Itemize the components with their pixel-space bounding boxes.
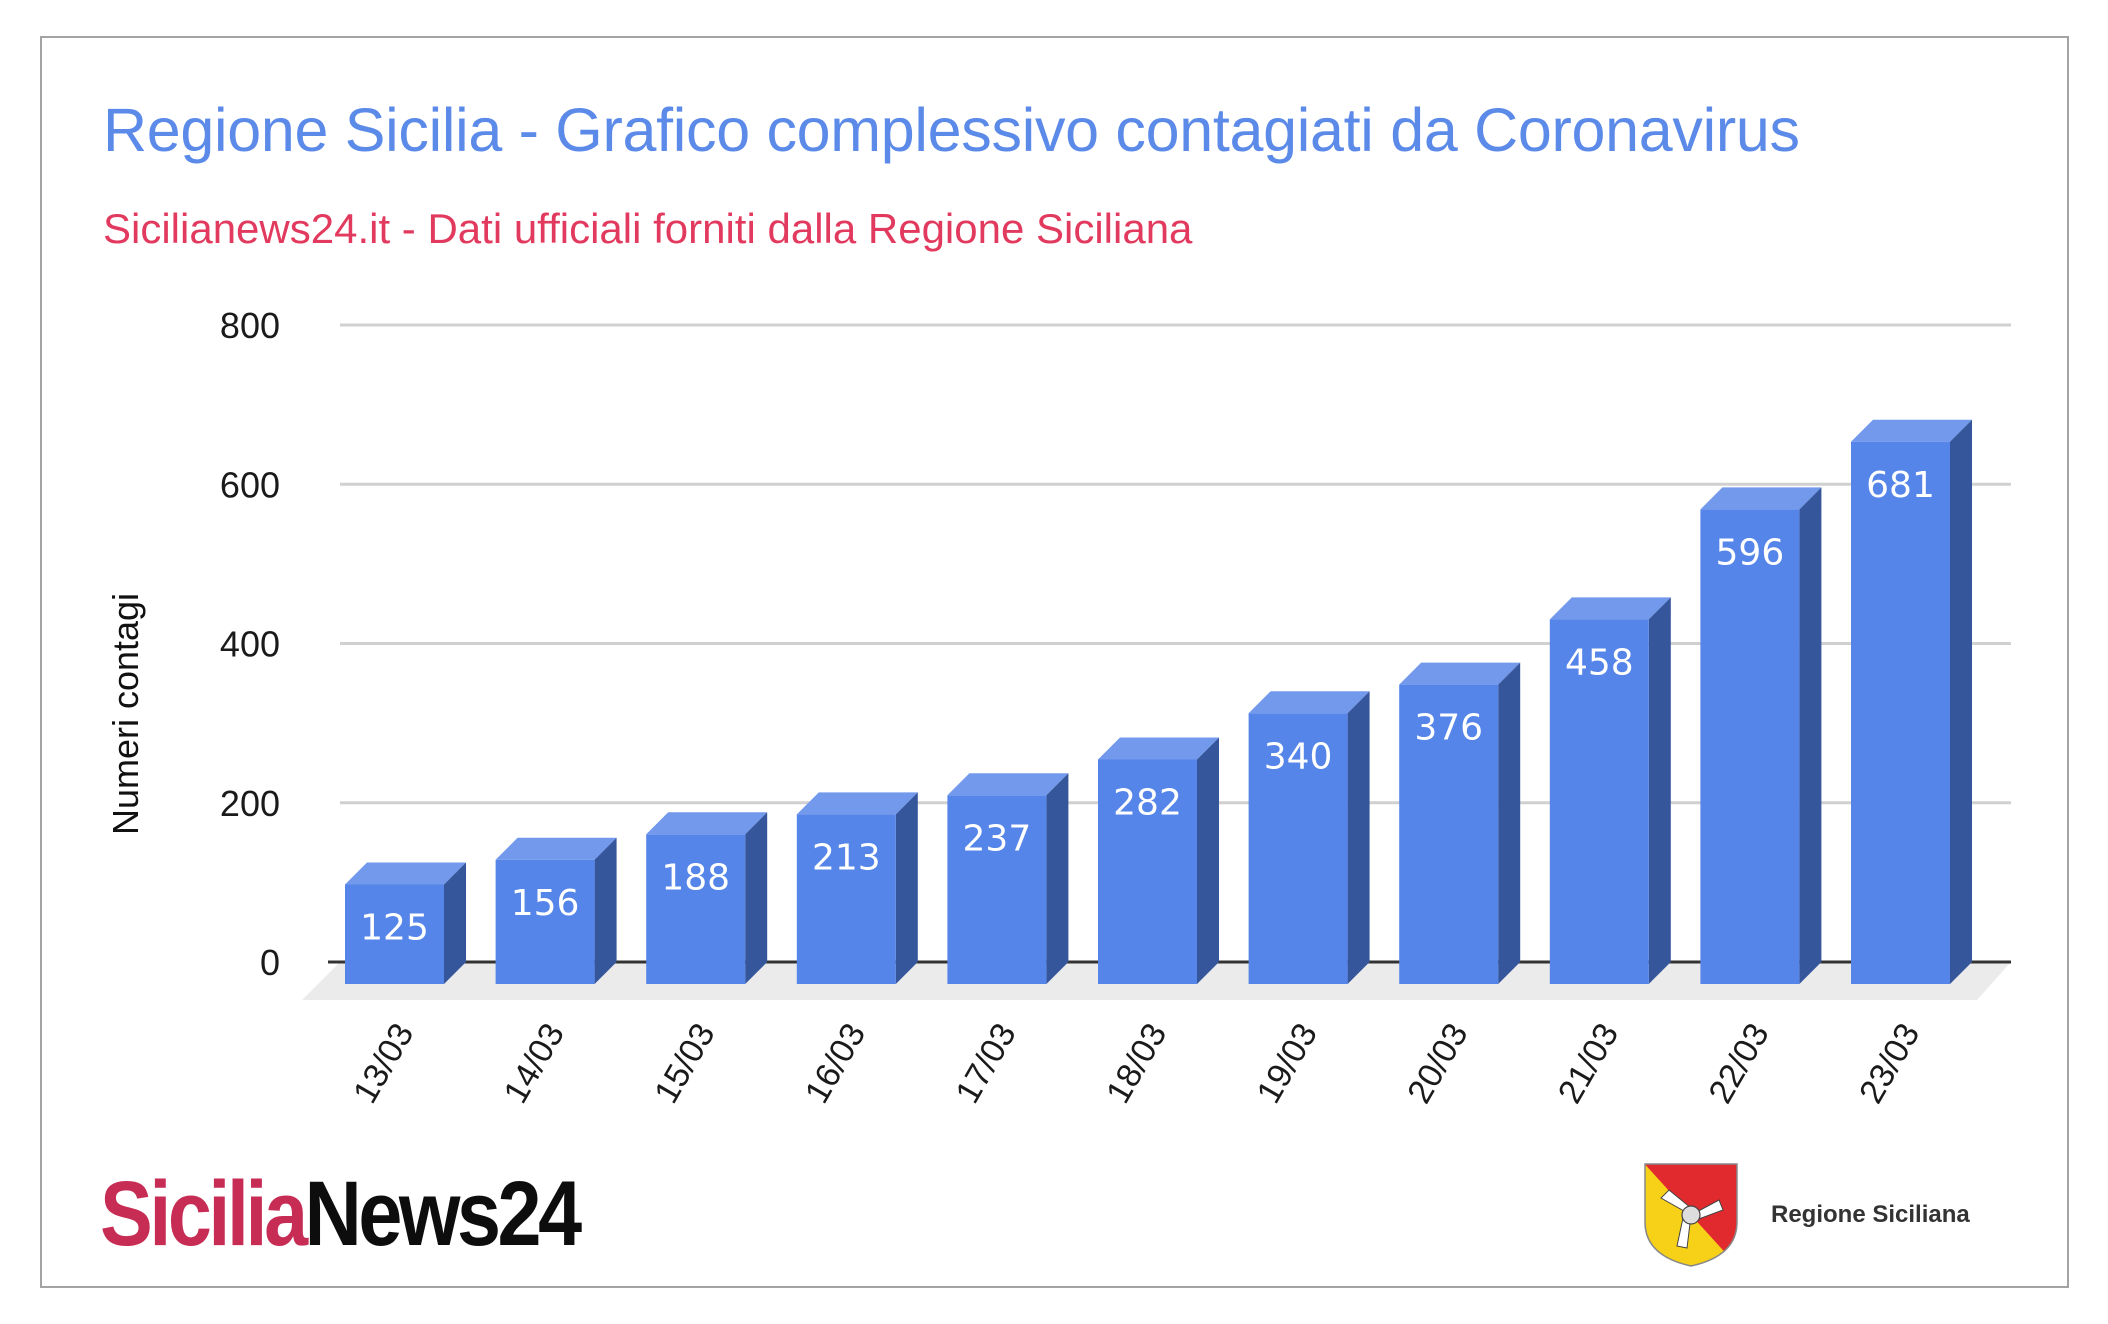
- bar-value-label: 237: [963, 818, 1032, 859]
- chart-subtitle: Sicilianews24.it - Dati ufficiali fornit…: [103, 205, 1193, 252]
- bar: 156: [495, 837, 617, 984]
- x-tick-label: 16/03: [798, 1017, 873, 1110]
- bar: 458: [1549, 597, 1671, 984]
- y-axis-title: Numeri contagi: [105, 593, 146, 835]
- sicilianews24-logo: SiciliaNews24: [100, 1168, 582, 1260]
- x-tick-label: 13/03: [346, 1017, 421, 1110]
- bar-side-face: [1347, 691, 1370, 984]
- bar-value-label: 681: [1866, 465, 1935, 506]
- bar-front-face: [1098, 759, 1197, 984]
- bar-top-face: [495, 837, 617, 860]
- bar-side-face: [1197, 737, 1219, 984]
- bar-value-label: 282: [1113, 782, 1182, 823]
- bar-value-label: 156: [511, 883, 580, 924]
- bar-front-face: [1399, 684, 1499, 984]
- bar-top-face: [1549, 597, 1671, 620]
- logo-part-news24: News24: [304, 1163, 582, 1265]
- x-tick-label: 21/03: [1551, 1017, 1626, 1110]
- x-tick-label: 19/03: [1250, 1017, 1325, 1110]
- bar-front-face: [495, 859, 595, 984]
- x-tick-label: 15/03: [647, 1017, 722, 1110]
- bar-value-label: 213: [812, 837, 881, 878]
- bar-front-face: [796, 814, 896, 984]
- bar-side-face: [1799, 487, 1822, 984]
- bar-side-face: [1498, 662, 1521, 984]
- bar-front-face: [1851, 441, 1950, 984]
- x-tick-label: 14/03: [497, 1017, 572, 1110]
- logo-part-sicilia: Sicilia: [100, 1163, 308, 1265]
- bar-top-face: [345, 862, 466, 885]
- bar-top-face: [1248, 691, 1370, 714]
- bar-value-label: 340: [1264, 736, 1333, 777]
- bar-front-face: [1248, 713, 1348, 984]
- bar: 237: [947, 773, 1069, 984]
- bar-front-face: [947, 795, 1047, 984]
- y-tick-label: 400: [220, 624, 280, 665]
- regione-siciliana-label: Regione Siciliana: [1771, 1201, 1970, 1228]
- x-tick-label: 23/03: [1852, 1017, 1927, 1110]
- bar-front-face: [345, 884, 444, 984]
- bar: 213: [796, 792, 918, 984]
- bar: 340: [1248, 691, 1370, 984]
- bar-value-label: 376: [1414, 708, 1483, 749]
- bar-top-face: [646, 812, 768, 835]
- bar-front-face: [1549, 619, 1649, 984]
- bar-side-face: [745, 812, 768, 984]
- y-tick-label: 200: [220, 783, 280, 824]
- bar-front-face: [1700, 509, 1800, 984]
- bar-top-face: [1700, 487, 1822, 510]
- bar: 596: [1700, 487, 1822, 984]
- y-tick-label: 800: [220, 305, 280, 346]
- bar: 681: [1851, 419, 1972, 984]
- bar-side-face: [1648, 597, 1671, 984]
- x-axis-ticks: 13/03 14/03 15/03 16/03 17/03 18/03 19/03 20/03…: [346, 1017, 1927, 1110]
- bar: 188: [646, 812, 768, 984]
- bar-top-face: [1399, 662, 1521, 685]
- chart-title: Regione Sicilia - Grafico complessivo co…: [103, 96, 1800, 164]
- bar-value-label: 188: [661, 857, 730, 898]
- y-tick-label: 0: [260, 942, 280, 983]
- bar-top-face: [796, 792, 918, 815]
- trinacria-shield-icon: [1644, 1163, 1738, 1267]
- x-tick-label: 22/03: [1701, 1017, 1776, 1110]
- x-tick-label: 17/03: [948, 1017, 1023, 1110]
- bar-side-face: [895, 792, 918, 984]
- bar-value-label: 125: [360, 907, 429, 948]
- bar-top-face: [947, 773, 1069, 796]
- regione-siciliana-logo: Regione Siciliana: [1641, 1160, 1970, 1270]
- bar-side-face: [594, 837, 617, 984]
- bar-side-face: [1046, 773, 1069, 984]
- y-tick-label: 600: [220, 464, 280, 505]
- bar-front-face: [646, 834, 746, 984]
- bar-side-face: [1950, 419, 1972, 984]
- y-axis-ticks: 0 200 400 600 800: [220, 305, 280, 983]
- bar-top-face: [1098, 737, 1219, 760]
- bar: 376: [1399, 662, 1521, 984]
- bar-value-label: 458: [1565, 642, 1634, 683]
- bar: 282: [1098, 737, 1219, 984]
- bar-side-face: [444, 862, 466, 984]
- x-tick-label: 20/03: [1400, 1017, 1475, 1110]
- x-tick-label: 18/03: [1099, 1017, 1174, 1110]
- bar-top-face: [1851, 419, 1972, 442]
- bars: 125 156 188 213 237 282 340 376 458 596 681: [345, 419, 1972, 984]
- bar: 125: [345, 862, 466, 984]
- bar-value-label: 596: [1716, 532, 1785, 573]
